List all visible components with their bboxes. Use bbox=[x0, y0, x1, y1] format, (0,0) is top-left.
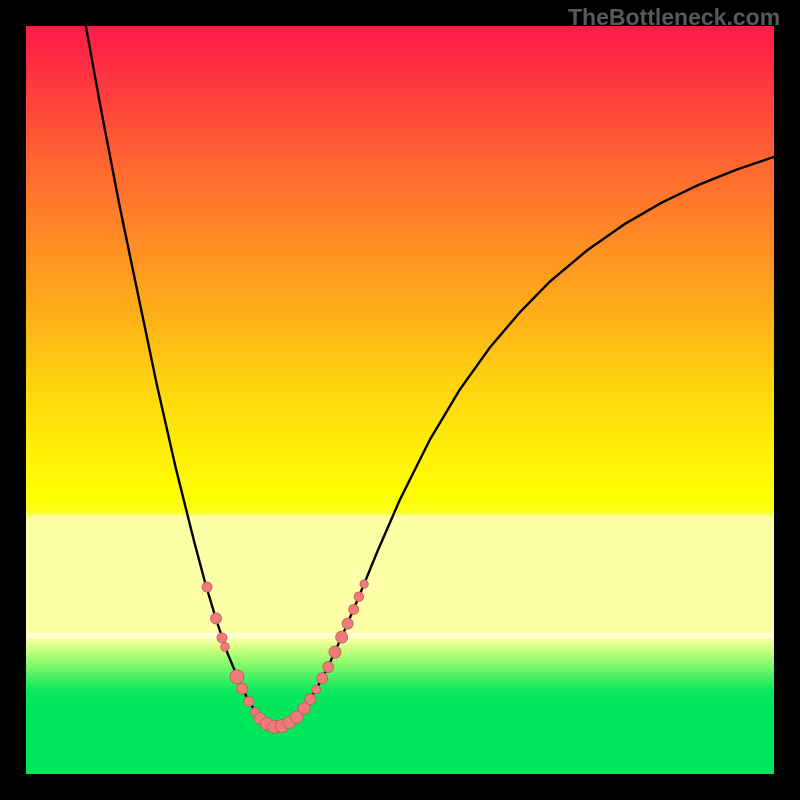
data-point bbox=[312, 685, 321, 694]
curve-layer bbox=[26, 26, 774, 774]
data-point bbox=[323, 662, 334, 673]
plot-area bbox=[26, 26, 774, 774]
data-point bbox=[217, 633, 227, 643]
chart-frame: TheBottleneck.com bbox=[0, 0, 800, 800]
data-point bbox=[237, 683, 248, 694]
data-point bbox=[342, 618, 353, 629]
data-point bbox=[360, 580, 368, 588]
data-point bbox=[221, 642, 230, 651]
data-point bbox=[305, 694, 316, 705]
bottleneck-curve bbox=[86, 26, 774, 727]
data-point bbox=[230, 670, 244, 684]
data-point bbox=[329, 646, 341, 658]
data-point bbox=[354, 592, 364, 602]
watermark-text: TheBottleneck.com bbox=[568, 4, 780, 31]
data-point bbox=[317, 673, 328, 684]
data-point bbox=[210, 613, 221, 624]
data-point bbox=[244, 696, 254, 706]
data-point bbox=[202, 582, 212, 592]
data-point bbox=[336, 631, 348, 643]
data-point bbox=[349, 604, 359, 614]
